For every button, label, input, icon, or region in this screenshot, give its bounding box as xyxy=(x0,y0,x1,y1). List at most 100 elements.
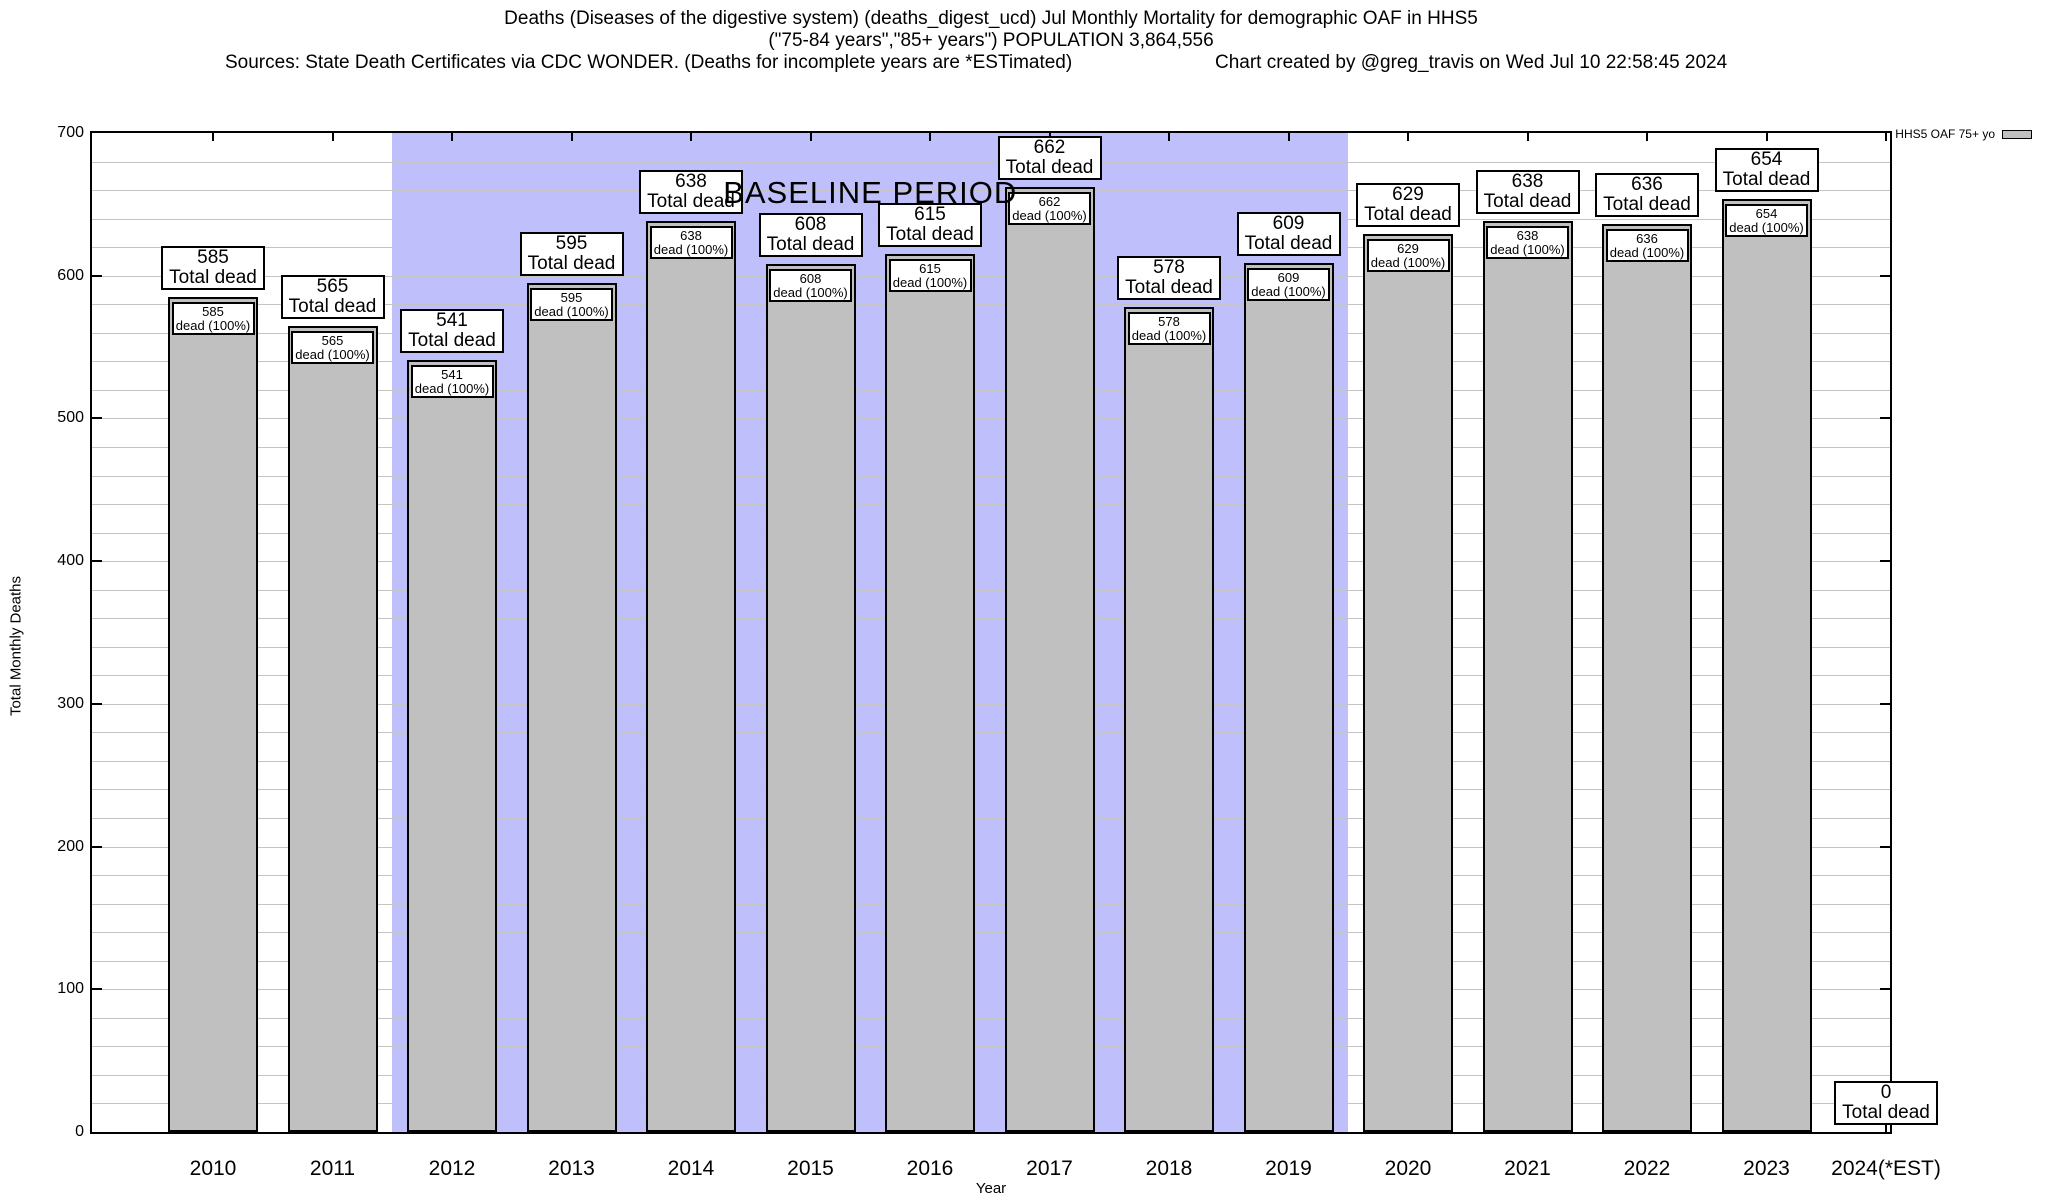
x-tick-label: 2022 xyxy=(1623,1157,1671,1180)
gridline xyxy=(92,561,1890,563)
bar-inner-value: 654 xyxy=(1755,205,1778,221)
y-tick-mark xyxy=(1880,845,1890,848)
bar xyxy=(526,282,617,1132)
bar-total-suffix: Total dead xyxy=(1244,232,1333,254)
x-tick-label: 2017 xyxy=(1026,1157,1073,1180)
bar-inner-value: 585 xyxy=(202,304,224,320)
y-tick-label: 200 xyxy=(57,837,84,855)
gridline xyxy=(92,846,1890,848)
bar-inner-value: 662 xyxy=(1038,194,1061,210)
bar-total-value: 609 xyxy=(1272,212,1305,234)
x-tick-mark xyxy=(1765,133,1768,141)
gridline xyxy=(92,760,1890,762)
bar-inner-suffix: dead (100%) xyxy=(534,303,609,319)
bar-outer-label: 595 Total dead xyxy=(519,231,624,276)
gridline xyxy=(92,218,1890,220)
y-tick-mark xyxy=(92,274,102,277)
x-tick-label: 2024(*EST) xyxy=(1831,1157,1941,1180)
bar-inner-label: 609 dead (100%) xyxy=(1247,267,1330,301)
y-tick-mark xyxy=(92,560,102,563)
bar-outer-label: 638 Total dead xyxy=(1475,170,1580,215)
gridline xyxy=(92,675,1890,677)
bar-total-value: 638 xyxy=(1511,171,1544,193)
bar-inner-label: 615 dead (100%) xyxy=(888,259,972,293)
bar-total-value: 615 xyxy=(914,204,946,226)
bar-total-suffix: Total dead xyxy=(288,295,377,317)
gridline xyxy=(92,875,1890,877)
x-tick-label: 2020 xyxy=(1384,1157,1432,1180)
bar-inner-label: 662 dead (100%) xyxy=(1008,192,1091,226)
bar-inner-suffix: dead (100%) xyxy=(1490,242,1565,258)
gridline xyxy=(92,732,1890,734)
bar-inner-label: 565 dead (100%) xyxy=(291,330,374,364)
x-tick-mark xyxy=(1287,133,1290,141)
bar-inner-suffix: dead (100%) xyxy=(1131,328,1207,344)
bar-outer-label: 578 Total dead xyxy=(1117,256,1221,301)
y-tick-mark xyxy=(1880,274,1890,277)
bar-total-value: 636 xyxy=(1631,174,1663,196)
bar xyxy=(1243,262,1334,1132)
bar-inner-value: 608 xyxy=(799,271,822,287)
bar-inner-suffix: dead (100%) xyxy=(175,318,251,334)
bar-outer-label: 629 Total dead xyxy=(1356,183,1460,228)
bar xyxy=(1721,198,1812,1132)
bar xyxy=(1124,307,1214,1132)
gridline xyxy=(92,789,1890,791)
legend-swatch xyxy=(2002,129,2032,139)
bar-outer-label: 615 Total dead xyxy=(878,203,982,248)
gridline xyxy=(92,504,1890,506)
bar-outer-label: 654 Total dead xyxy=(1714,147,1819,192)
gridline xyxy=(92,1074,1890,1076)
bar-inner-label: 608 dead (100%) xyxy=(769,269,852,303)
bar-outer-label: 662 Total dead xyxy=(997,136,1102,181)
chart-subtitle: ("75-84 years","85+ years") POPULATION 3… xyxy=(768,30,1214,51)
x-tick-mark xyxy=(809,133,812,141)
legend: HHS5 OAF 75+ yo xyxy=(1895,127,2032,141)
bar-total-value: 578 xyxy=(1153,257,1185,279)
gridline xyxy=(92,475,1890,477)
sources-note: Sources: State Death Certificates via CD… xyxy=(225,52,1073,73)
bar-total-suffix: Total dead xyxy=(886,224,974,246)
bar-inner-label: 636 dead (100%) xyxy=(1605,229,1689,263)
bar-inner-value: 595 xyxy=(560,289,583,305)
x-tick-mark xyxy=(331,133,334,141)
bar-total-suffix: Total dead xyxy=(1483,191,1572,213)
gridline xyxy=(92,703,1890,705)
x-tick-label: 2012 xyxy=(428,1157,476,1180)
bar-inner-value: 629 xyxy=(1397,241,1419,257)
y-tick-label: 600 xyxy=(57,266,84,284)
bar xyxy=(1482,221,1573,1132)
bar-total-value: 541 xyxy=(436,309,468,331)
x-tick-mark xyxy=(570,133,573,141)
bar-inner-suffix: dead (100%) xyxy=(1729,219,1804,235)
gridline xyxy=(92,190,1890,192)
x-axis-title: Year xyxy=(975,1180,1007,1197)
bar-inner-suffix: dead (100%) xyxy=(414,380,490,396)
bar xyxy=(885,254,975,1132)
bar xyxy=(646,221,736,1132)
y-tick-mark xyxy=(1880,702,1890,705)
bar-total-suffix: Total dead xyxy=(1125,277,1213,299)
bar-total-value: 595 xyxy=(555,232,588,254)
gridline xyxy=(92,932,1890,934)
bar xyxy=(1004,187,1095,1132)
gridline xyxy=(92,275,1890,277)
bar-inner-suffix: dead (100%) xyxy=(773,285,848,301)
gridline xyxy=(92,532,1890,534)
bar xyxy=(168,297,258,1132)
gridline xyxy=(92,1017,1890,1019)
baseline-period-label: BASELINE PERIOD xyxy=(723,175,1018,210)
bar-total-value: 565 xyxy=(316,275,349,297)
y-tick-label: 700 xyxy=(57,124,84,141)
y-tick-label: 500 xyxy=(57,409,84,427)
bar-total-suffix: Total dead xyxy=(169,267,257,289)
y-tick-mark xyxy=(92,702,102,705)
gridline xyxy=(92,818,1890,820)
bar xyxy=(407,359,497,1132)
bar-total-suffix: Total dead xyxy=(1603,194,1691,216)
bar-inner-value: 636 xyxy=(1636,231,1658,247)
gridline xyxy=(92,589,1890,591)
x-tick-label: 2014 xyxy=(667,1157,715,1180)
x-tick-mark xyxy=(1646,133,1648,141)
bar-inner-label: 585 dead (100%) xyxy=(171,302,255,336)
